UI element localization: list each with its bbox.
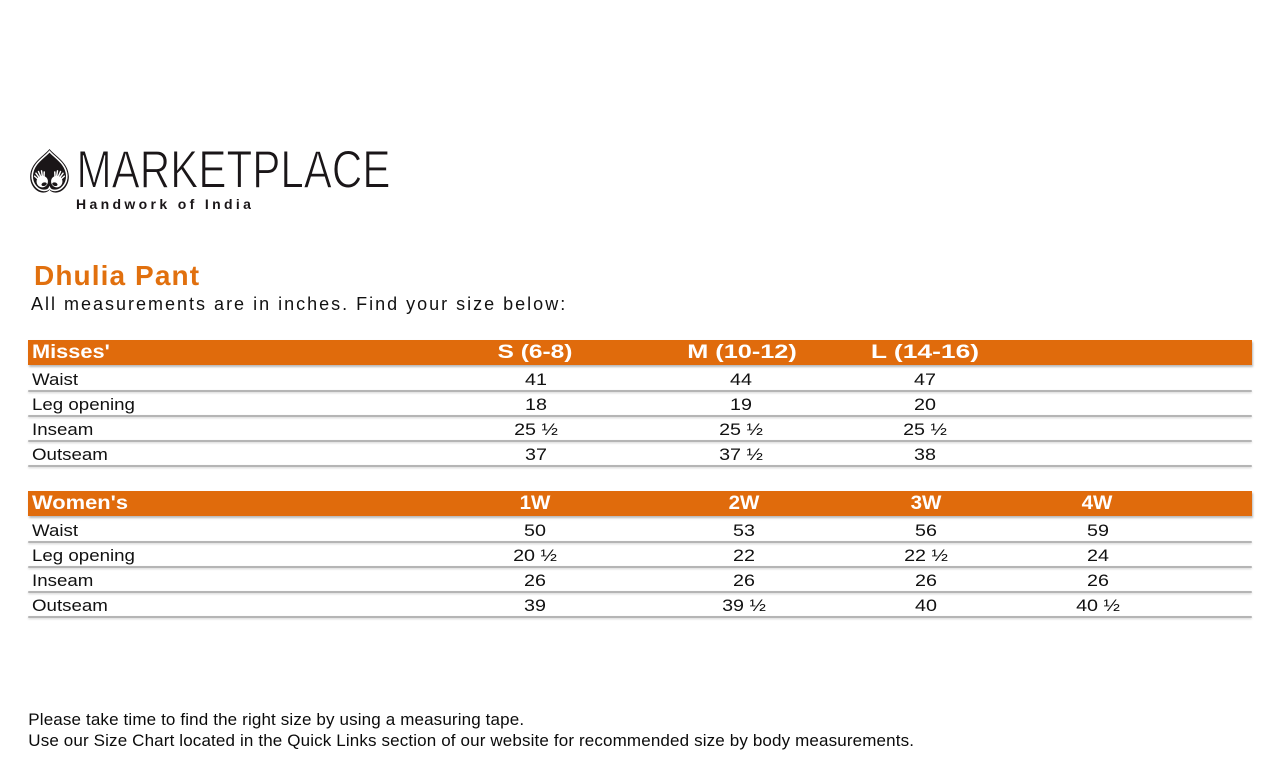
svg-text:MARKETPLACE: MARKETPLACE bbox=[77, 145, 391, 195]
